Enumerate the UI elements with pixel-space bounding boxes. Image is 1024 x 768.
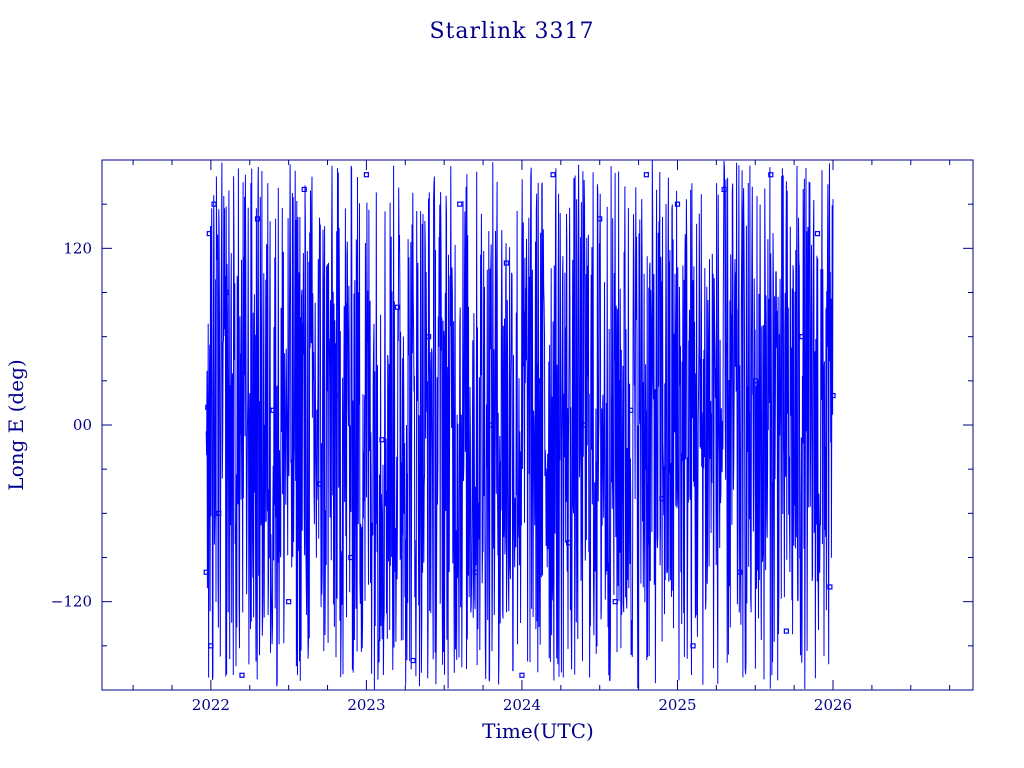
data-point: [457, 201, 463, 207]
y-tick-label: 120: [63, 239, 92, 257]
data-point: [581, 422, 587, 428]
y-tick-label: 00: [73, 416, 92, 434]
data-point: [332, 392, 338, 399]
data-point: [814, 231, 821, 237]
x-tick-label: 2022: [192, 696, 230, 714]
data-point: [348, 554, 354, 561]
data-point: [205, 404, 211, 410]
data-point: [799, 334, 805, 340]
data-point: [674, 201, 681, 207]
data-point: [643, 172, 649, 178]
x-axis: 2022 2023 2024 2025 2026: [132, 160, 951, 714]
x-axis-label: Time(UTC): [482, 719, 594, 743]
data-point: [286, 599, 292, 605]
x-tick-label: 2024: [503, 696, 541, 714]
data-point: [239, 672, 245, 678]
data-point: [317, 481, 323, 487]
data-point: [379, 437, 385, 443]
data-point: [597, 216, 603, 222]
data-point: [394, 304, 401, 310]
data-point: [768, 172, 774, 178]
data-point: [550, 172, 556, 178]
x-tick-label: 2026: [814, 696, 852, 714]
data-point: [223, 289, 230, 296]
data-point: [426, 334, 432, 340]
x-tick-label: 2025: [658, 696, 696, 714]
data-point: [612, 599, 618, 605]
data-point: [211, 201, 217, 207]
y-axis: −120 00 120: [51, 159, 973, 691]
data-point: [628, 407, 634, 413]
data-point: [488, 422, 494, 428]
data-point: [472, 569, 478, 575]
y-tick-label: −120: [51, 593, 92, 611]
data-point: [208, 643, 214, 649]
data-point: [410, 657, 416, 664]
data-point: [705, 422, 712, 428]
data-point: [783, 628, 789, 634]
data-point: [566, 540, 572, 546]
data-point: [270, 407, 276, 413]
data-point: [827, 584, 833, 590]
longitude-track: [205, 160, 834, 690]
data-point: [659, 496, 665, 502]
data-point: [503, 260, 509, 266]
plot-area: [203, 160, 836, 690]
data-point: [830, 392, 836, 399]
data-point: [519, 672, 525, 678]
data-point: [203, 569, 209, 575]
data-point: [534, 378, 541, 384]
data-point: [254, 216, 261, 222]
data-point: [301, 186, 307, 193]
y-axis-label: Long E (deg): [4, 359, 28, 490]
data-point: [363, 172, 370, 178]
data-point: [206, 231, 212, 237]
data-point: [690, 643, 696, 649]
data-point: [737, 569, 743, 575]
data-point: [441, 466, 447, 472]
data-point: [721, 186, 727, 193]
data-point: [752, 378, 758, 384]
x-tick-label: 2023: [347, 696, 385, 714]
chart-title: Starlink 3317: [429, 19, 594, 44]
data-point: [216, 510, 222, 516]
